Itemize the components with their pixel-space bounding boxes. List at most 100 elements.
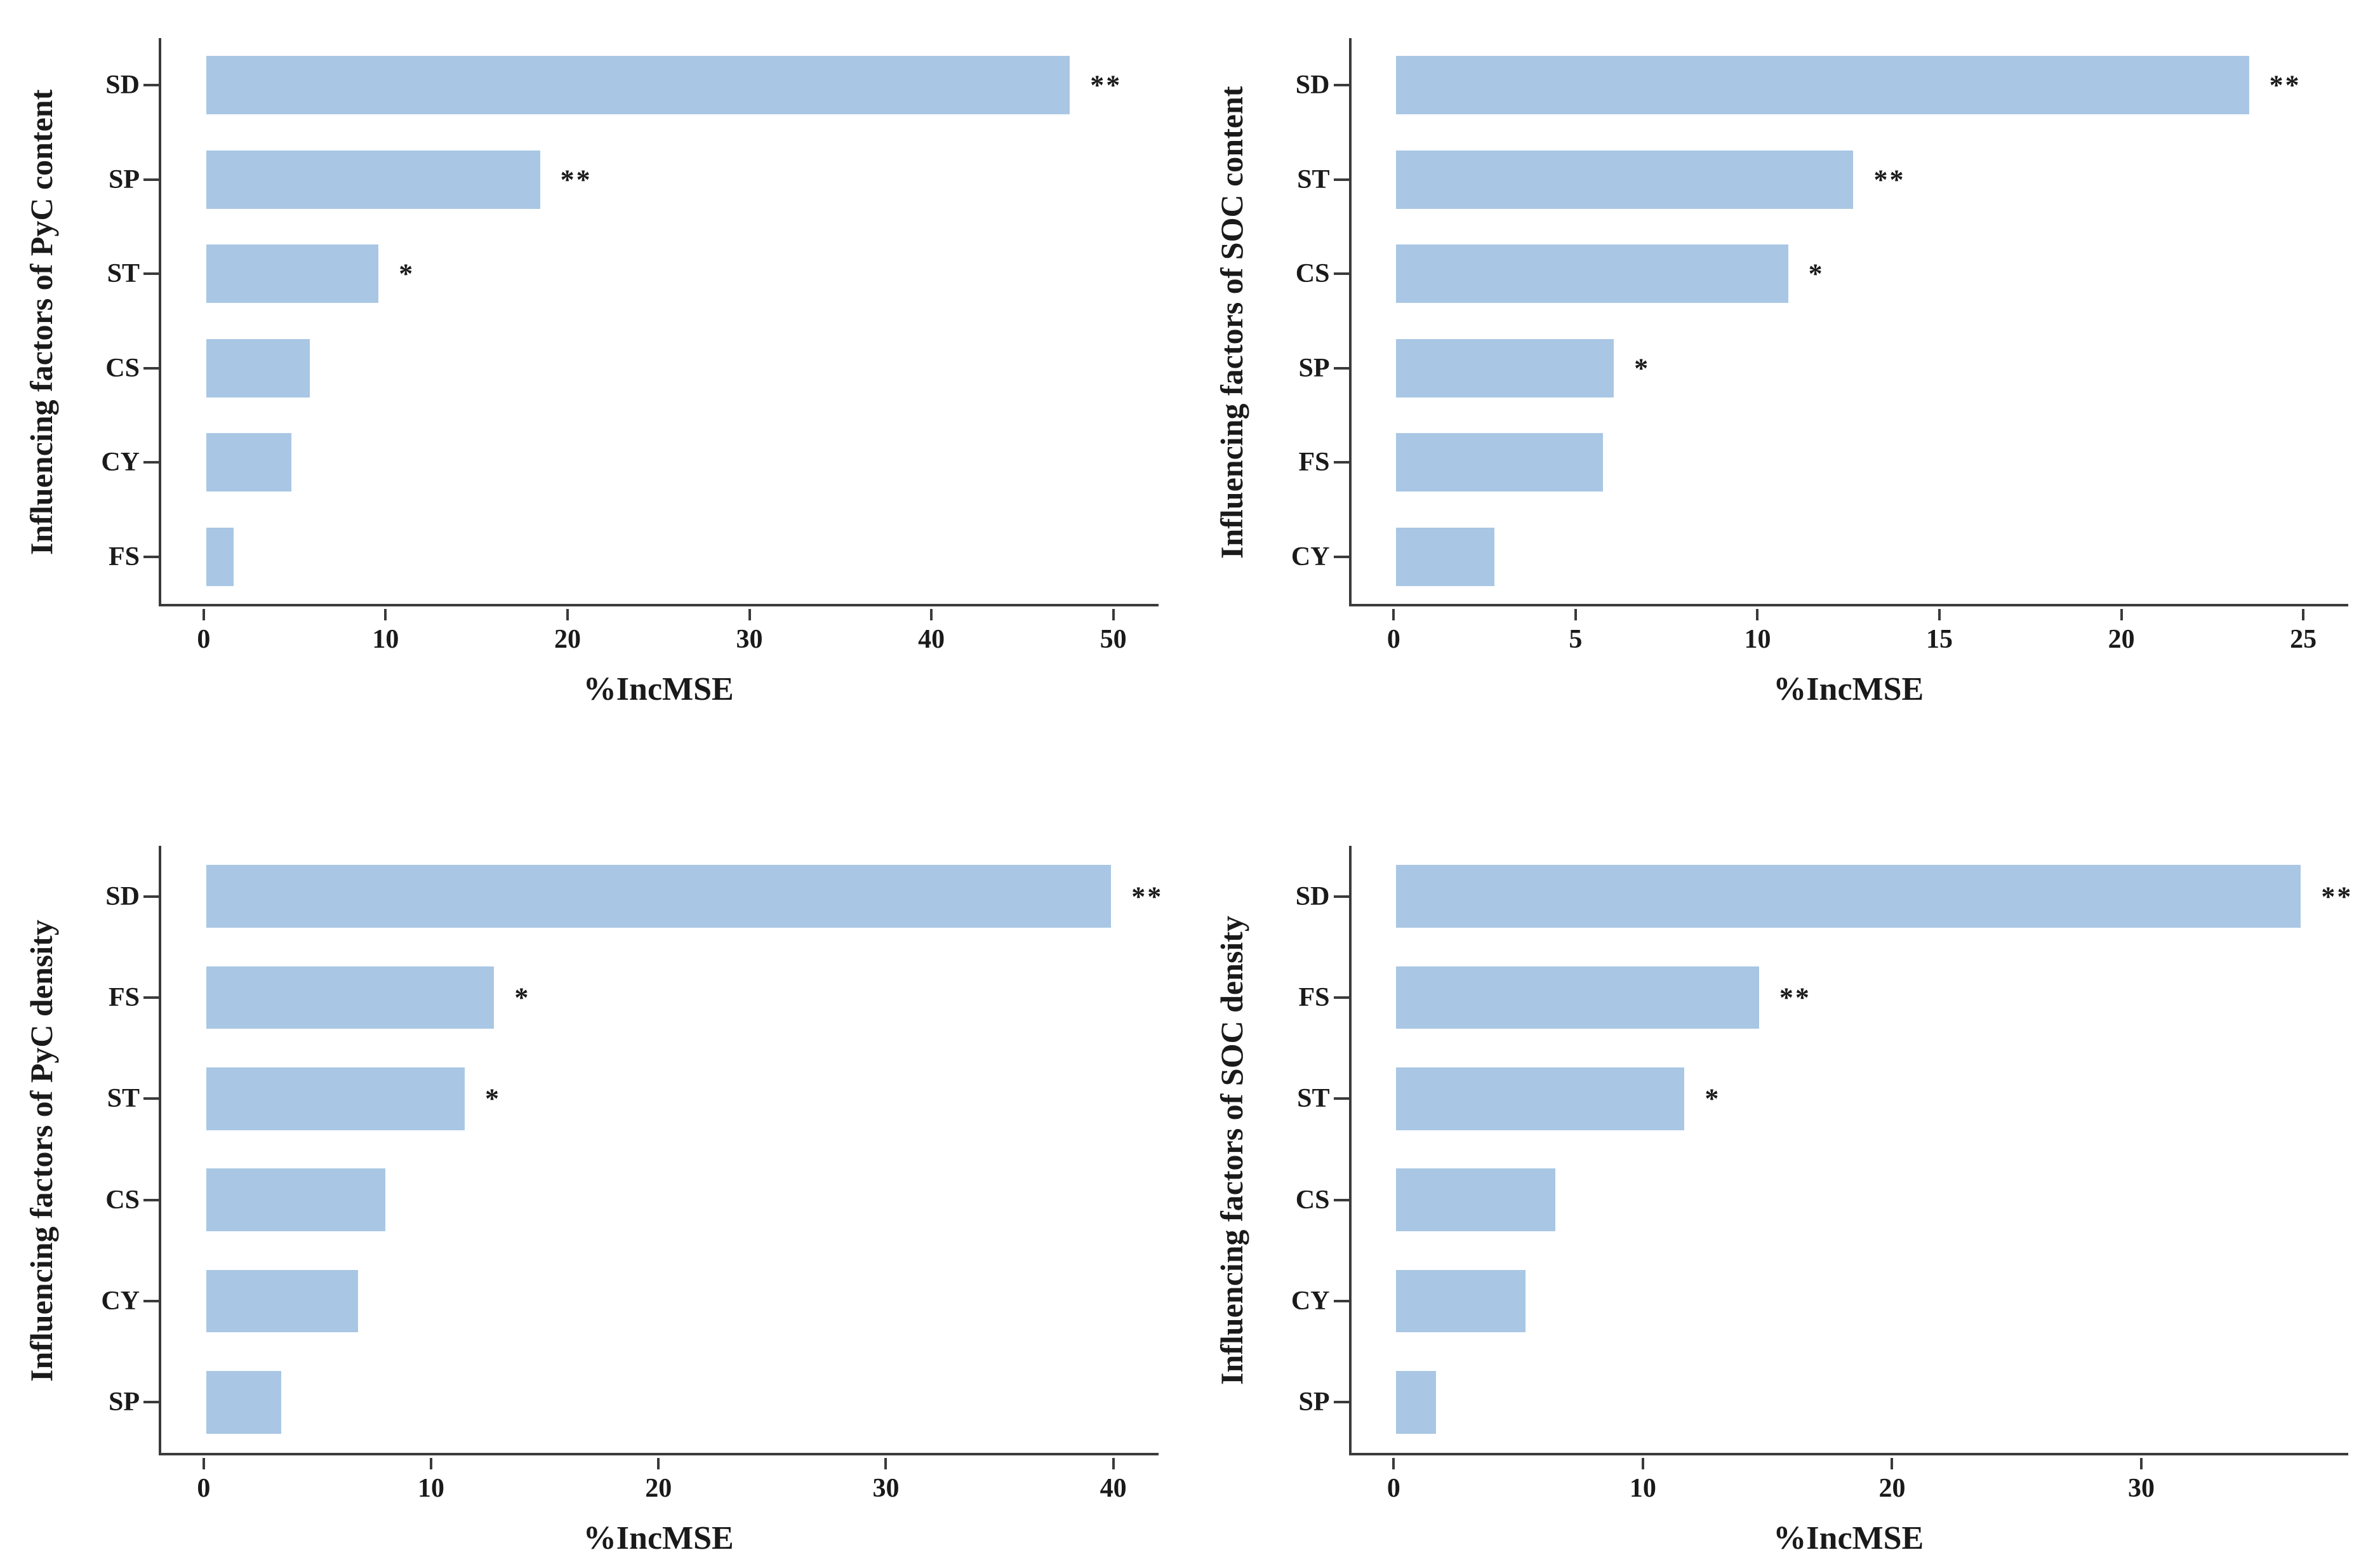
- x-tick-mark: [1392, 1458, 1395, 1469]
- significance-marker: **: [561, 163, 592, 196]
- bar-fs: [206, 966, 495, 1029]
- y-tick-mark: [1334, 461, 1349, 464]
- significance-marker: **: [1873, 163, 1905, 196]
- y-tick-mark: [1334, 1199, 1349, 1201]
- significance-marker: *: [514, 982, 530, 1014]
- y-tick-mark: [1334, 272, 1349, 275]
- y-tick-mark: [143, 178, 159, 181]
- x-tick-mark: [1112, 1458, 1115, 1469]
- y-tick-label: CY: [1291, 1286, 1330, 1316]
- x-tick-mark: [1756, 609, 1758, 620]
- significance-marker: *: [1705, 1083, 1720, 1115]
- x-tick-label: 40: [1100, 1473, 1127, 1504]
- bar-fs: [206, 528, 234, 586]
- x-tick-label: 40: [918, 624, 945, 655]
- y-tick-label: SD: [1296, 70, 1330, 100]
- x-tick-label: 10: [418, 1473, 444, 1504]
- y-axis-title: Influencing factors of SOC density: [1209, 846, 1254, 1455]
- y-tick-label: SP: [1298, 353, 1329, 384]
- y-tick-mark: [1334, 178, 1349, 181]
- x-tick-label: 30: [2128, 1473, 2155, 1504]
- significance-marker: *: [1809, 258, 1825, 290]
- y-tick-label: CS: [1296, 258, 1330, 289]
- y-tick-mark: [1334, 1300, 1349, 1302]
- bar-st: [1396, 1067, 1684, 1130]
- y-tick-label: SP: [109, 164, 140, 195]
- y-tick-label: SD: [105, 881, 140, 912]
- y-tick-label: FS: [109, 982, 140, 1013]
- y-tick-mark: [143, 1097, 159, 1100]
- y-tick-mark: [1334, 556, 1349, 558]
- x-tick-mark: [1938, 609, 1941, 620]
- y-tick-mark: [1334, 367, 1349, 370]
- bar-sp: [1396, 1371, 1436, 1434]
- x-tick-label: 20: [2108, 624, 2135, 655]
- x-tick-label: 0: [1387, 1473, 1400, 1504]
- y-tick-mark: [143, 556, 159, 558]
- x-tick-mark: [566, 609, 569, 620]
- y-tick-mark: [143, 461, 159, 464]
- x-tick-mark: [657, 1458, 660, 1469]
- y-axis-title: Influencing factors of PyC content: [19, 38, 63, 606]
- x-tick-label: 0: [197, 1473, 210, 1504]
- x-tick-label: 10: [1630, 1473, 1656, 1504]
- x-tick-mark: [930, 609, 933, 620]
- x-axis-title: %IncMSE: [159, 671, 1159, 708]
- x-tick-mark: [2120, 609, 2123, 620]
- y-tick-mark: [143, 1401, 159, 1403]
- x-tick-mark: [203, 609, 205, 620]
- bar-cs: [206, 1168, 385, 1231]
- y-tick-label: SP: [109, 1387, 140, 1417]
- significance-marker: **: [1779, 982, 1811, 1014]
- y-tick-mark: [1334, 84, 1349, 86]
- y-tick-mark: [143, 84, 159, 86]
- y-tick-label: CY: [101, 1286, 140, 1316]
- significance-marker: **: [1090, 69, 1122, 102]
- y-tick-mark: [143, 996, 159, 999]
- x-axis-title: %IncMSE: [159, 1520, 1159, 1557]
- y-tick-mark: [1334, 996, 1349, 999]
- x-tick-label: 20: [1878, 1473, 1905, 1504]
- bar-st: [206, 1067, 465, 1130]
- x-tick-label: 10: [1744, 624, 1771, 655]
- y-tick-label: CY: [1291, 542, 1330, 572]
- bar-cy: [1396, 1270, 1526, 1333]
- y-tick-label: SD: [105, 70, 140, 100]
- bar-sp: [206, 150, 540, 209]
- x-tick-mark: [748, 609, 751, 620]
- y-tick-label: CS: [105, 1185, 140, 1215]
- y-tick-mark: [1334, 895, 1349, 898]
- bar-cs: [1396, 244, 1788, 303]
- x-axis-title: %IncMSE: [1349, 671, 2349, 708]
- y-tick-mark: [143, 367, 159, 370]
- x-tick-mark: [384, 609, 387, 620]
- y-tick-mark: [143, 1300, 159, 1302]
- bar-fs: [1396, 966, 1759, 1029]
- bar-sd: [206, 56, 1070, 114]
- y-tick-mark: [143, 272, 159, 275]
- y-tick-label: ST: [1297, 164, 1329, 195]
- x-tick-label: 15: [1926, 624, 1953, 655]
- significance-marker: *: [485, 1083, 501, 1115]
- x-tick-label: 25: [2290, 624, 2317, 655]
- x-tick-mark: [203, 1458, 205, 1469]
- y-tick-label: ST: [107, 1083, 140, 1114]
- x-tick-mark: [2140, 1458, 2143, 1469]
- x-tick-label: 20: [645, 1473, 672, 1504]
- chart-panel-pyc-content: Influencing factors of PyC content SD ** S…: [0, 0, 1190, 766]
- bar-cy: [1396, 528, 1494, 586]
- y-axis-title: Influencing factors of PyC density: [19, 846, 63, 1455]
- x-tick-mark: [1891, 1458, 1893, 1469]
- chart-panel-soc-density: Influencing factors of SOC density SD**F…: [1190, 766, 2380, 1533]
- significance-marker: **: [2321, 880, 2353, 912]
- chart-panel-soc-content: Influencing factors of SOC content SD**S…: [1190, 0, 2380, 766]
- bar-sd: [1396, 56, 2249, 114]
- y-axis-title: Influencing factors of SOC content: [1209, 38, 1254, 606]
- x-tick-label: 0: [197, 624, 210, 655]
- bar-cs: [1396, 1168, 1555, 1231]
- bar-cy: [206, 1270, 358, 1333]
- y-tick-label: ST: [1297, 1083, 1329, 1114]
